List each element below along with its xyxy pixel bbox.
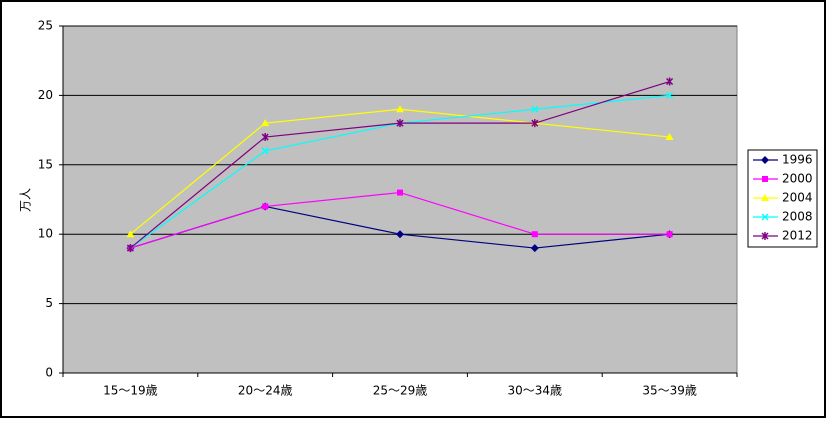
legend-marker <box>761 194 769 201</box>
point <box>531 231 538 238</box>
point <box>531 105 539 113</box>
y-axis-label: 万人 <box>19 188 33 212</box>
point <box>261 147 269 155</box>
point <box>126 230 135 238</box>
x-tick-label: 20～24歳 <box>238 384 293 398</box>
y-tick-label: 5 <box>45 296 53 310</box>
plot-area <box>62 25 738 374</box>
y-tick-label: 20 <box>38 88 53 102</box>
legend-marker <box>761 156 769 164</box>
legend-marker <box>762 176 768 182</box>
x-tick-label: 30～34歳 <box>508 384 563 398</box>
x-tick-label: 25～29歳 <box>373 384 428 398</box>
point <box>261 119 270 127</box>
legend-label: 2012 <box>782 229 813 243</box>
point <box>530 244 539 253</box>
point <box>531 119 539 128</box>
point <box>666 77 674 86</box>
legend-label: 1996 <box>782 153 813 167</box>
point <box>262 203 269 210</box>
point <box>397 189 403 196</box>
legend-label: 2000 <box>782 172 813 186</box>
legend-label: 2004 <box>782 191 813 205</box>
y-tick-label: 15 <box>38 157 53 171</box>
point <box>666 231 673 238</box>
legend-marker <box>761 213 769 221</box>
y-tick-label: 0 <box>45 366 53 380</box>
point <box>396 105 404 113</box>
y-tick-label: 10 <box>38 227 53 241</box>
point <box>396 119 404 128</box>
x-tick-label: 35～39歳 <box>642 384 697 398</box>
x-tick-label: 15～19歳 <box>103 384 158 398</box>
point <box>126 244 134 253</box>
y-tick-label: 25 <box>38 19 53 33</box>
point <box>261 133 269 142</box>
legend-marker <box>761 232 769 240</box>
point <box>396 230 404 239</box>
legend-label: 2008 <box>782 210 813 224</box>
point <box>665 133 674 141</box>
point <box>666 91 674 99</box>
